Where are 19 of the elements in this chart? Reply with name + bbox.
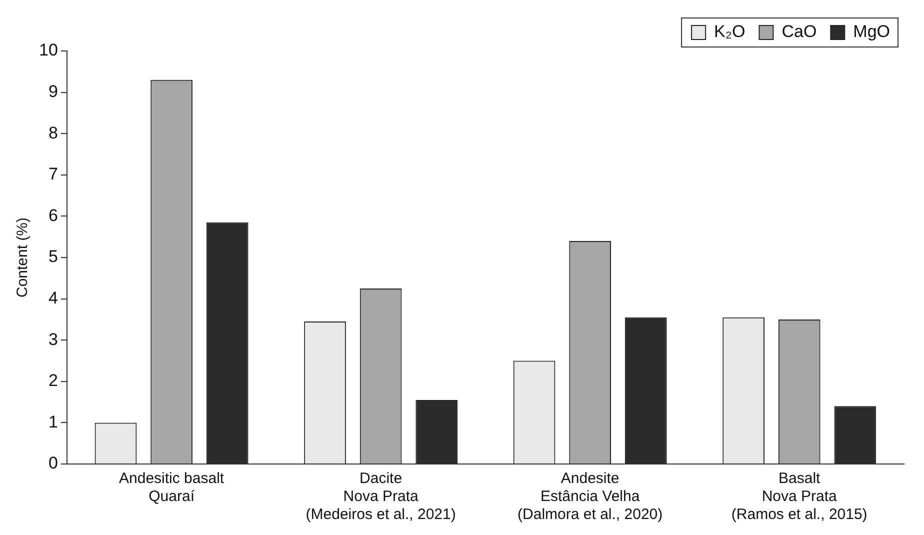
y-tick-label: 3 <box>48 330 58 349</box>
y-tick-label: 9 <box>48 82 58 101</box>
y-tick-label: 8 <box>48 123 58 142</box>
legend-label: K₂O <box>714 22 746 42</box>
y-tick-label: 2 <box>48 371 58 390</box>
legend-label: MgO <box>853 22 890 42</box>
y-tick-label: 10 <box>38 40 58 60</box>
legend-label: CaO <box>782 22 817 42</box>
x-tick-label: Andesite Estância Velha (Dalmora et al., 2020) <box>518 470 663 524</box>
y-tick-label: 1 <box>48 412 58 432</box>
y-tick-label: 4 <box>48 288 58 308</box>
x-tick-label: Andesitic basalt Quaraí <box>119 470 225 506</box>
y-tick-label: 5 <box>48 247 58 266</box>
x-tick-label: Dacite Nova Prata (Medeiros et al., 2021) <box>306 470 456 524</box>
y-axis-title: Content (%) <box>14 217 32 298</box>
y-tick-label: 6 <box>48 206 58 225</box>
y-tick-label: 7 <box>48 164 58 184</box>
y-tick-label: 0 <box>48 454 58 473</box>
x-tick-label: Basalt Nova Prata (Ramos et al., 2015) <box>731 470 868 524</box>
